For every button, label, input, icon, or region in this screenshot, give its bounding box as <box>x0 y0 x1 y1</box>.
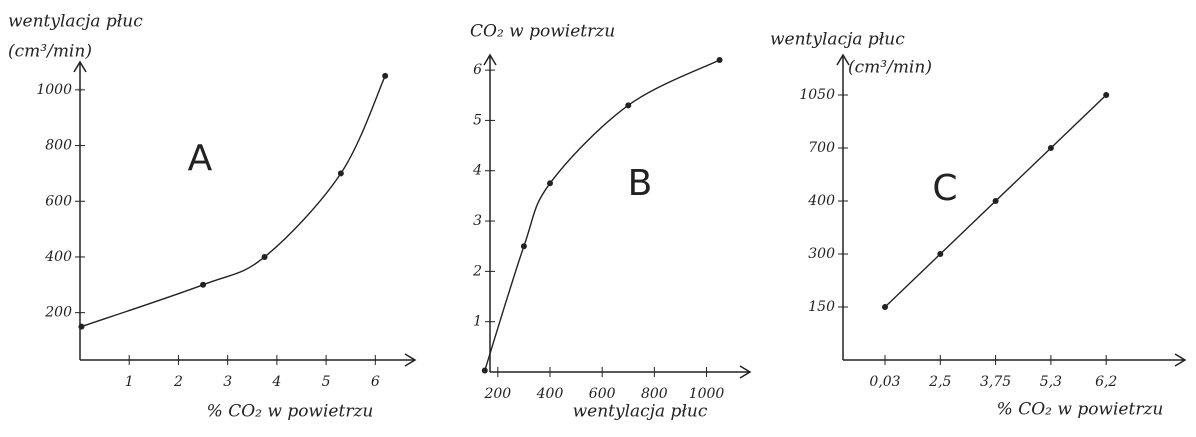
panel-letter: A <box>188 138 213 179</box>
x-tick-label: 0,03 <box>869 374 900 390</box>
y-axis-label: (cm³/min) <box>848 58 932 78</box>
y-tick-label: 1 <box>473 314 482 330</box>
y-tick-label: 1050 <box>799 87 835 103</box>
y-tick-label: 1000 <box>36 82 72 98</box>
x-axis-label: % CO₂ w powietrzu <box>997 400 1164 420</box>
y-axis-label: wentylacja płuc <box>770 30 905 50</box>
data-point <box>937 251 943 257</box>
data-point <box>882 304 888 310</box>
x-tick-label: 5 <box>322 374 331 390</box>
x-tick-label: 600 <box>589 386 616 402</box>
x-tick-label: 200 <box>483 386 511 402</box>
data-point <box>200 282 206 288</box>
data-point <box>262 254 268 260</box>
y-tick-label: 3 <box>473 213 482 229</box>
y-tick-label: 400 <box>807 193 835 209</box>
x-tick-label: 800 <box>641 386 668 402</box>
x-axis-label: % CO₂ w powietrzu <box>207 402 374 422</box>
data-point <box>1048 145 1054 151</box>
x-tick-label: 4 <box>271 374 281 390</box>
x-tick-label: 2,5 <box>928 374 951 390</box>
y-tick-label: 150 <box>808 299 835 315</box>
data-point <box>338 170 344 176</box>
data-point <box>382 73 388 79</box>
data-point <box>1103 92 1109 98</box>
data-point <box>547 180 553 186</box>
y-tick-label: 700 <box>808 140 835 156</box>
y-tick-label: 6 <box>473 62 482 78</box>
y-axis-label: wentylacja płuc <box>8 12 143 32</box>
y-tick-label: 200 <box>44 305 72 321</box>
x-tick-label: 3,75 <box>980 374 1011 390</box>
y-axis-label: CO₂ w powietrzu <box>470 22 615 42</box>
y-axis-label: (cm³/min) <box>8 42 92 62</box>
x-tick-label: 6,2 <box>1095 374 1117 390</box>
y-tick-label: 300 <box>808 246 835 262</box>
y-tick-label: 5 <box>473 112 482 128</box>
x-tick-label: 400 <box>536 386 564 402</box>
x-tick-label: 3 <box>223 374 232 390</box>
y-tick-label: 2 <box>472 263 482 279</box>
data-line <box>485 60 720 370</box>
chart-figure: 200 400 600 800 1000 1 2 3 4 5 6 wentylacja płuc (cm… <box>0 0 1196 437</box>
data-point <box>521 243 527 249</box>
data-point <box>625 102 631 108</box>
y-tick-label: 600 <box>45 193 72 209</box>
y-tick-label: 4 <box>472 163 482 179</box>
data-point <box>717 57 723 63</box>
x-axis-label: wentylacja płuc <box>573 402 708 422</box>
y-tick-label: 800 <box>45 138 72 154</box>
x-tick-label: 1 <box>125 374 134 390</box>
x-tick-label: 6 <box>371 374 380 390</box>
panel-letter: C <box>932 168 957 209</box>
data-point <box>993 198 999 204</box>
panel-letter: B <box>628 163 653 204</box>
y-tick-label: 400 <box>44 249 72 265</box>
data-point <box>482 367 488 373</box>
data-point <box>78 324 84 330</box>
x-tick-label: 5,3 <box>1040 374 1062 390</box>
x-tick-label: 2 <box>173 374 183 390</box>
x-tick-label: 1000 <box>689 386 725 402</box>
data-line <box>81 76 385 327</box>
